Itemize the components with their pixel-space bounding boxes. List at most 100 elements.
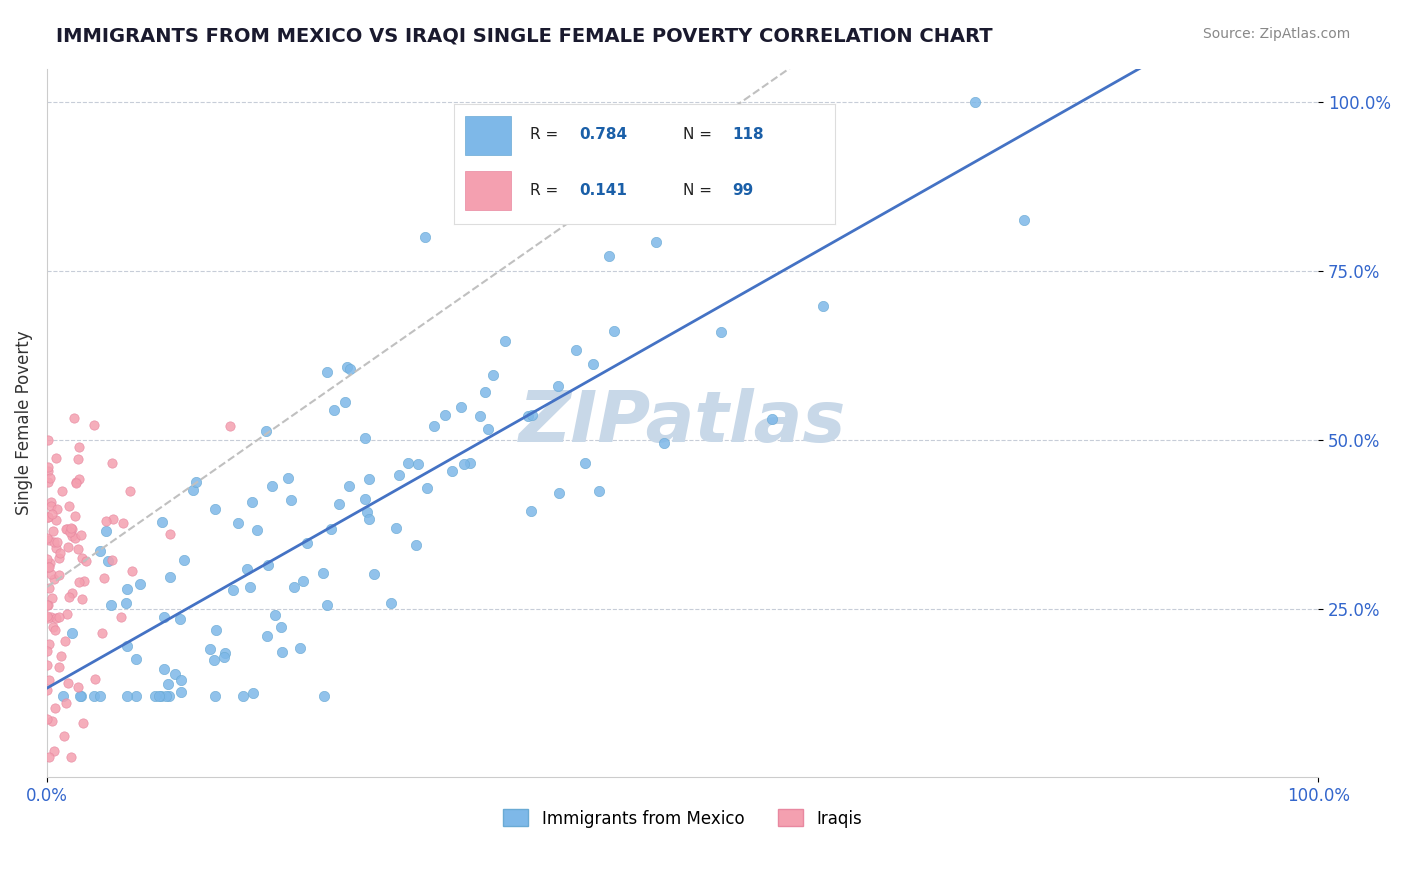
Immigrants from Mexico — [333, 394, 356, 409]
Iraqis — [38, 581, 60, 595]
Immigrants from Mexico — [388, 468, 411, 483]
Iraqis — [55, 522, 77, 536]
Immigrants from Mexico — [652, 435, 675, 450]
Immigrants from Mexico — [645, 235, 668, 250]
Iraqis — [65, 476, 87, 491]
Iraqis — [83, 417, 105, 432]
Iraqis — [66, 451, 89, 466]
Iraqis — [48, 551, 70, 566]
Iraqis — [41, 591, 63, 606]
Iraqis — [59, 521, 82, 535]
Immigrants from Mexico — [264, 608, 287, 623]
Immigrants from Mexico — [339, 362, 361, 376]
Iraqis — [39, 567, 62, 582]
Iraqis — [60, 586, 83, 600]
Immigrants from Mexico — [157, 690, 180, 704]
Immigrants from Mexico — [780, 186, 803, 201]
Immigrants from Mexico — [222, 582, 245, 597]
Immigrants from Mexico — [965, 95, 987, 110]
Iraqis — [53, 729, 76, 743]
Iraqis — [37, 682, 59, 697]
Immigrants from Mexico — [800, 194, 823, 209]
Immigrants from Mexico — [97, 554, 120, 568]
Iraqis — [48, 660, 70, 674]
Immigrants from Mexico — [204, 502, 226, 516]
Iraqis — [70, 528, 93, 542]
Iraqis — [56, 540, 79, 554]
Immigrants from Mexico — [89, 543, 111, 558]
Iraqis — [38, 673, 60, 687]
Immigrants from Mexico — [441, 464, 464, 478]
Immigrants from Mexico — [603, 325, 626, 339]
Iraqis — [67, 574, 90, 589]
Iraqis — [101, 553, 124, 567]
Iraqis — [60, 750, 83, 764]
Iraqis — [55, 607, 77, 621]
Immigrants from Mexico — [357, 472, 380, 486]
Iraqis — [60, 529, 83, 543]
Immigrants from Mexico — [254, 424, 277, 438]
Iraqis — [37, 464, 59, 478]
Immigrants from Mexico — [153, 662, 176, 676]
Iraqis — [49, 546, 72, 560]
Immigrants from Mexico — [396, 456, 419, 470]
Immigrants from Mexico — [240, 494, 263, 508]
Immigrants from Mexico — [181, 483, 204, 497]
Immigrants from Mexico — [184, 475, 207, 490]
Immigrants from Mexico — [170, 673, 193, 687]
Immigrants from Mexico — [423, 418, 446, 433]
Immigrants from Mexico — [516, 409, 538, 423]
Immigrants from Mexico — [312, 690, 335, 704]
Iraqis — [41, 620, 63, 634]
Iraqis — [41, 714, 63, 729]
Immigrants from Mexico — [256, 629, 278, 643]
Iraqis — [41, 524, 63, 539]
Immigrants from Mexico — [588, 484, 610, 499]
Immigrants from Mexico — [214, 646, 236, 660]
Immigrants from Mexico — [242, 685, 264, 699]
Iraqis — [55, 522, 77, 536]
Immigrants from Mexico — [125, 652, 148, 666]
Iraqis — [44, 701, 66, 715]
Iraqis — [58, 500, 80, 514]
Iraqis — [110, 609, 132, 624]
Immigrants from Mexico — [83, 690, 105, 704]
Iraqis — [38, 560, 60, 574]
Immigrants from Mexico — [433, 408, 456, 422]
Iraqis — [59, 524, 82, 539]
Iraqis — [37, 658, 59, 673]
Iraqis — [44, 534, 66, 549]
Immigrants from Mexico — [114, 596, 136, 610]
Immigrants from Mexico — [115, 689, 138, 703]
Iraqis — [70, 592, 93, 607]
Immigrants from Mexico — [100, 599, 122, 613]
Immigrants from Mexico — [761, 412, 783, 426]
Immigrants from Mexico — [328, 497, 350, 511]
Immigrants from Mexico — [200, 642, 222, 657]
Iraqis — [37, 510, 59, 524]
Immigrants from Mexico — [271, 645, 294, 659]
Iraqis — [48, 567, 70, 582]
Immigrants from Mexico — [204, 690, 226, 704]
Iraqis — [35, 712, 58, 726]
Immigrants from Mexico — [52, 690, 75, 704]
Iraqis — [39, 471, 62, 485]
Immigrants from Mexico — [548, 486, 571, 500]
Immigrants from Mexico — [150, 516, 173, 530]
Immigrants from Mexico — [477, 422, 499, 436]
Y-axis label: Single Female Poverty: Single Female Poverty — [15, 331, 32, 516]
Iraqis — [56, 676, 79, 690]
Immigrants from Mexico — [405, 538, 427, 552]
Immigrants from Mexico — [380, 596, 402, 610]
Immigrants from Mexico — [170, 685, 193, 699]
Iraqis — [58, 590, 80, 604]
Immigrants from Mexico — [257, 558, 280, 572]
Immigrants from Mexico — [406, 458, 429, 472]
Immigrants from Mexico — [353, 431, 375, 445]
Iraqis — [101, 456, 124, 470]
Iraqis — [41, 508, 63, 522]
Immigrants from Mexico — [336, 360, 359, 375]
Immigrants from Mexico — [173, 553, 195, 567]
Iraqis — [45, 611, 67, 625]
Iraqis — [73, 574, 96, 589]
